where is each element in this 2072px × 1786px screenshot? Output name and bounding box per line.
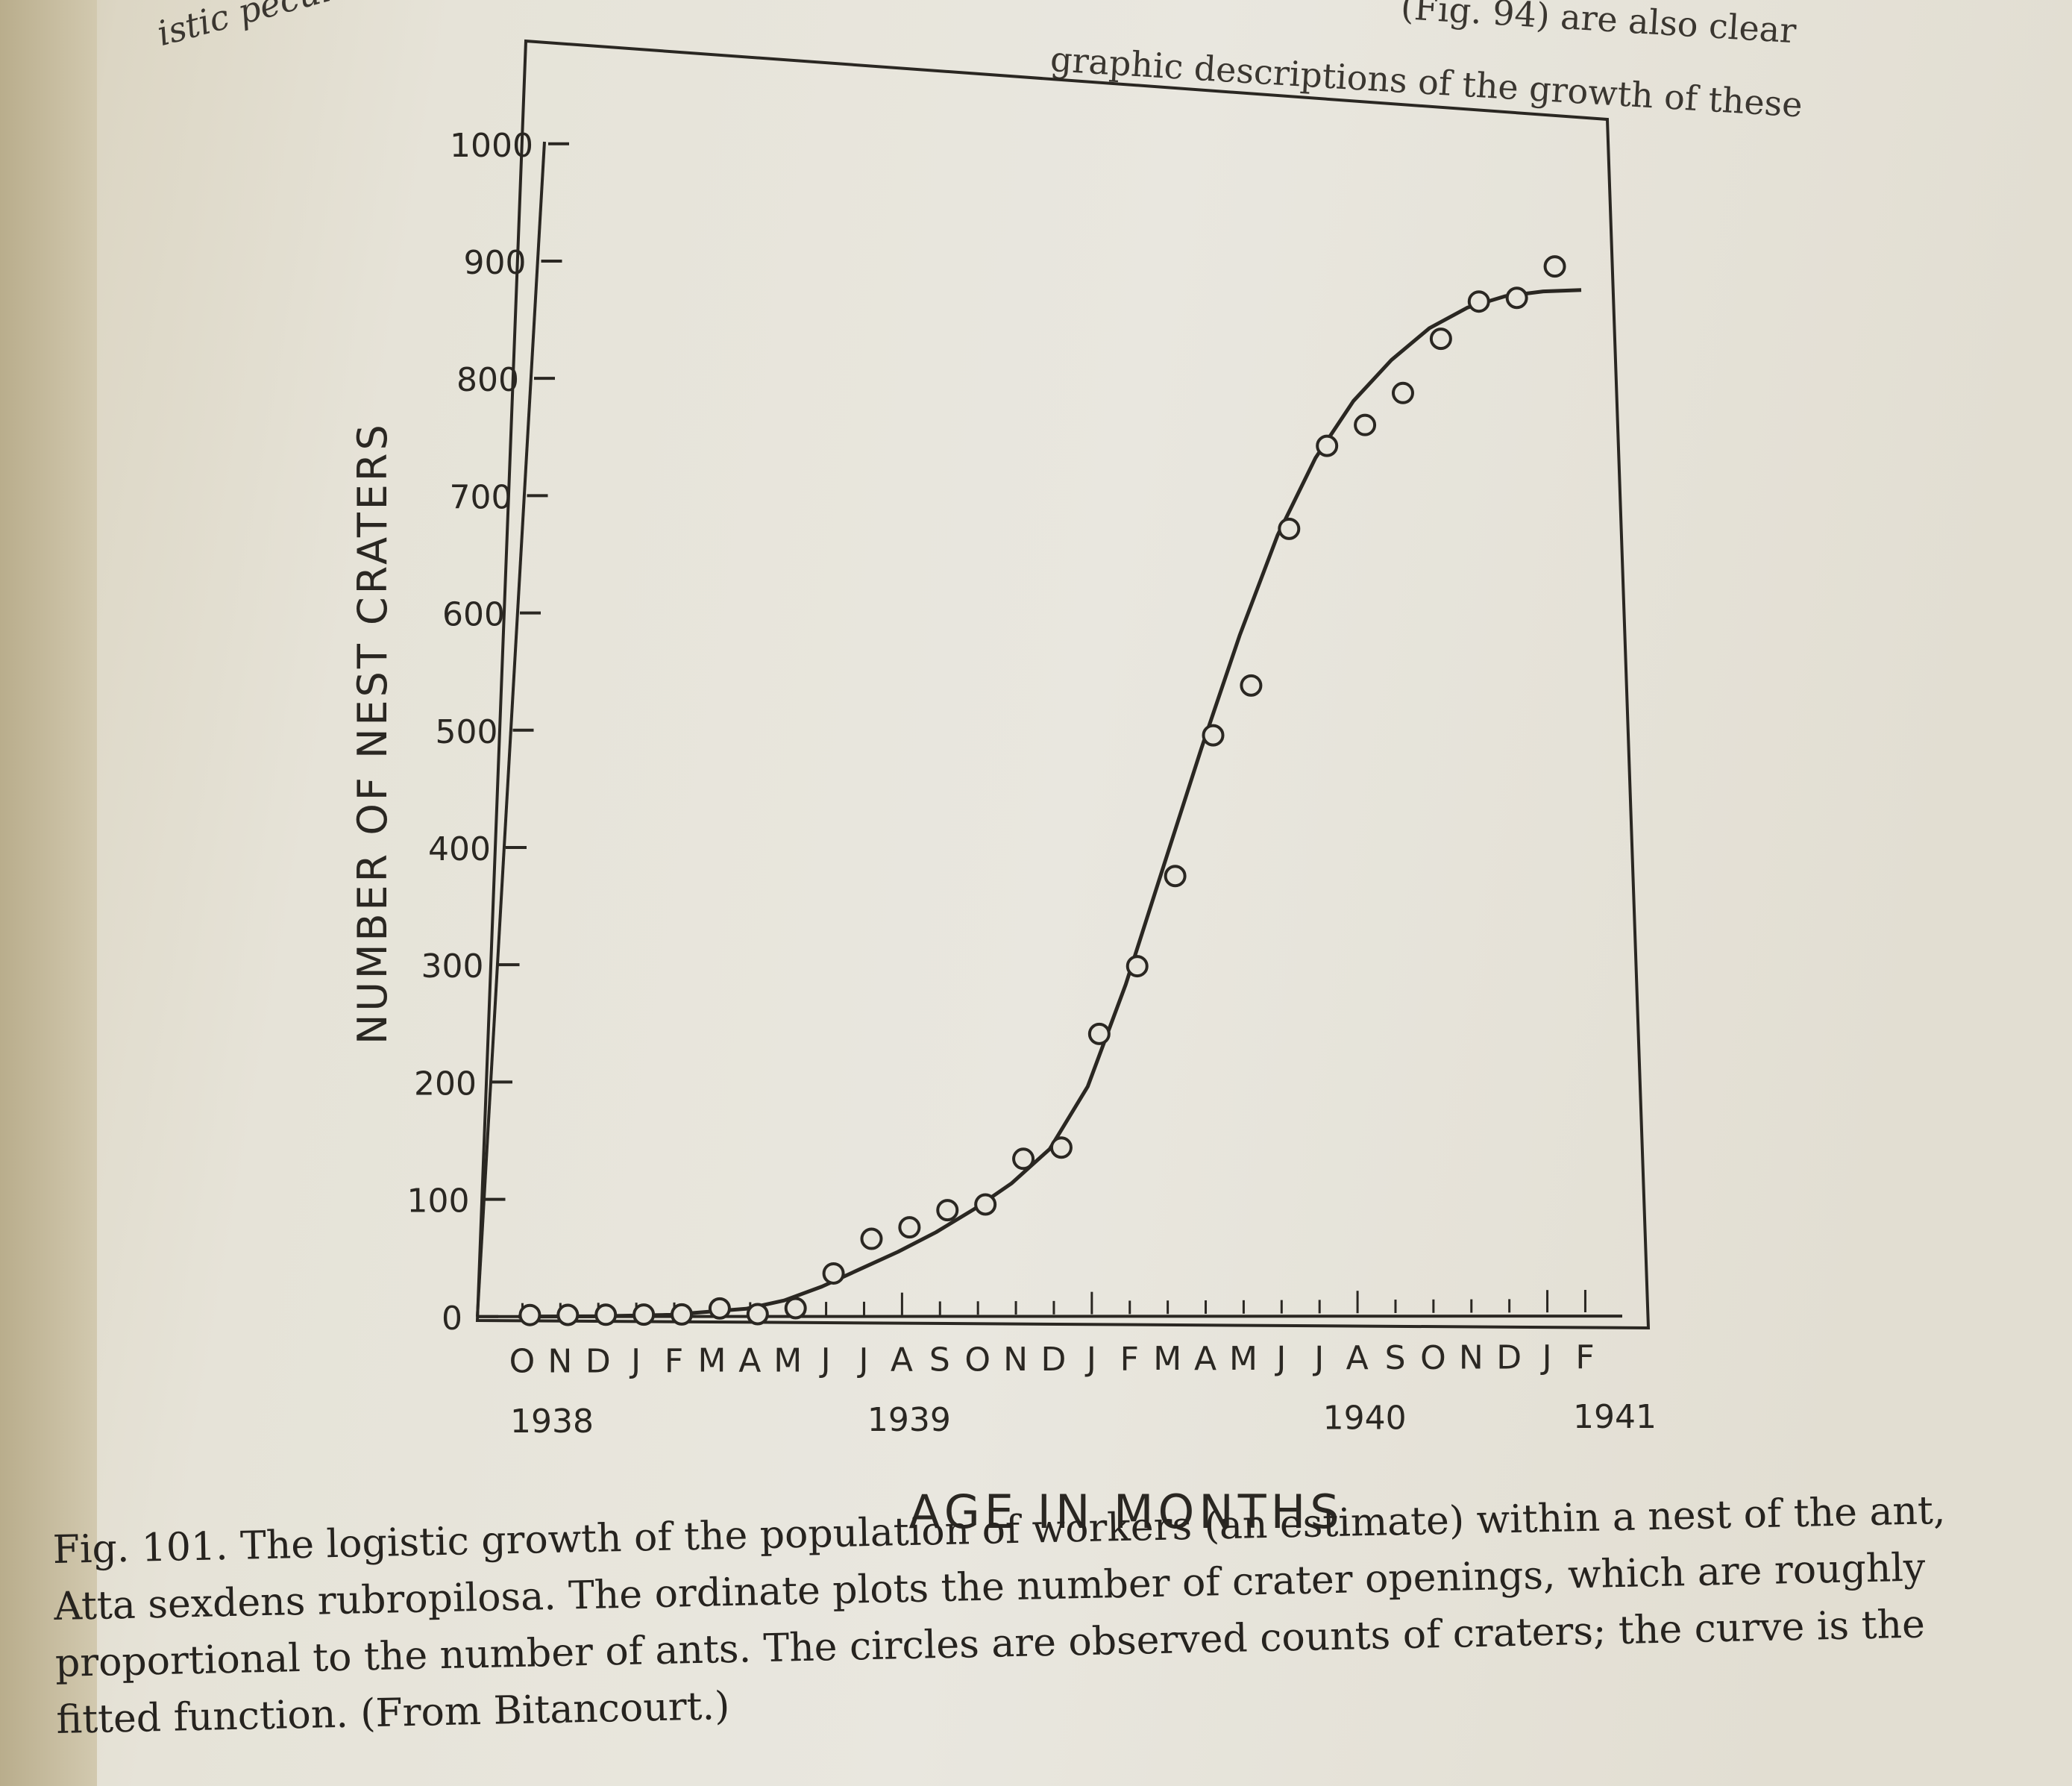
x-tick-label-22: A bbox=[1346, 1339, 1369, 1377]
observed-point-9 bbox=[860, 1227, 883, 1250]
observed-point-2 bbox=[594, 1303, 618, 1326]
fitted-curve-layer bbox=[518, 288, 1582, 1319]
observed-point-10 bbox=[898, 1216, 921, 1239]
observed-point-22 bbox=[1354, 413, 1377, 436]
x-tick-label-27: J bbox=[1540, 1338, 1552, 1376]
x-tick-label-0: O bbox=[509, 1343, 536, 1381]
x-tick-label-3: J bbox=[629, 1342, 641, 1380]
x-tick-label-18: A bbox=[1194, 1340, 1216, 1378]
x-axis-label: AGE IN MONTHS bbox=[908, 1485, 1343, 1539]
y-tick-label-100: 100 bbox=[407, 1182, 470, 1221]
x-tick-label-20: J bbox=[1274, 1340, 1286, 1378]
observed-point-16 bbox=[1126, 955, 1149, 978]
observed-point-11 bbox=[936, 1199, 959, 1222]
observed-point-4 bbox=[671, 1303, 694, 1326]
observed-point-0 bbox=[518, 1303, 541, 1326]
y-tick-label-400: 400 bbox=[428, 830, 491, 868]
observed-point-18 bbox=[1202, 724, 1225, 747]
x-tick-label-15: J bbox=[1084, 1341, 1096, 1379]
y-tick-label-700: 700 bbox=[450, 478, 512, 516]
y-tick-label-600: 600 bbox=[442, 596, 505, 634]
observed-point-7 bbox=[784, 1297, 807, 1320]
figure-caption: Fig. 101. The logistic growth of the pop… bbox=[52, 1488, 1946, 1743]
x-tick-label-6: A bbox=[738, 1341, 761, 1379]
observed-point-27 bbox=[1543, 255, 1566, 278]
observed-point-8 bbox=[822, 1262, 845, 1285]
observed-point-24 bbox=[1429, 328, 1452, 351]
x-tick-label-21: J bbox=[1312, 1339, 1324, 1377]
observed-point-6 bbox=[746, 1303, 769, 1326]
x-tick-label-5: M bbox=[697, 1342, 726, 1380]
observed-point-20 bbox=[1278, 517, 1301, 540]
x-tick-label-2: D bbox=[586, 1342, 611, 1380]
x-tick-label-23: S bbox=[1385, 1339, 1406, 1377]
x-tick-label-19: M bbox=[1229, 1340, 1258, 1378]
year-label-1940: 1940 bbox=[1323, 1399, 1407, 1437]
year-label-1938: 1938 bbox=[510, 1403, 594, 1441]
y-tick-label-800: 800 bbox=[456, 361, 519, 399]
y-axis-line bbox=[476, 141, 546, 1317]
year-label-1939: 1939 bbox=[867, 1401, 951, 1439]
book-gutter bbox=[0, 0, 97, 1786]
x-tick-label-24: O bbox=[1420, 1339, 1446, 1377]
x-tick-label-25: N bbox=[1459, 1339, 1484, 1377]
x-tick-label-16: F bbox=[1120, 1340, 1139, 1378]
x-tick-label-17: M bbox=[1153, 1340, 1181, 1378]
observed-point-1 bbox=[556, 1303, 580, 1326]
y-tick-label-300: 300 bbox=[421, 947, 484, 986]
y-axis-label: NUMBER OF NEST CRATERS bbox=[349, 422, 396, 1044]
y-tick-label-900: 900 bbox=[464, 244, 527, 282]
x-tick-label-10: A bbox=[891, 1341, 913, 1379]
fitted-curve bbox=[518, 288, 1582, 1319]
x-tick-label-8: J bbox=[819, 1341, 831, 1379]
observed-point-13 bbox=[1012, 1147, 1035, 1171]
x-tick-label-11: S bbox=[929, 1341, 950, 1379]
figure-frame bbox=[475, 39, 1651, 1330]
tick-marks bbox=[477, 142, 1586, 1318]
x-tick-label-14: D bbox=[1041, 1341, 1067, 1379]
x-tick-label-7: M bbox=[773, 1341, 802, 1379]
observed-points-layer bbox=[518, 255, 1566, 1326]
observed-point-21 bbox=[1316, 434, 1339, 457]
x-tick-label-9: J bbox=[857, 1341, 869, 1379]
observed-point-12 bbox=[974, 1193, 997, 1216]
observed-point-26 bbox=[1505, 286, 1528, 310]
observed-point-3 bbox=[632, 1303, 656, 1326]
x-tick-label-26: D bbox=[1496, 1338, 1522, 1376]
y-tick-label-500: 500 bbox=[436, 713, 498, 751]
y-tick-label-1000: 1000 bbox=[450, 127, 533, 165]
y-tick-label-0: 0 bbox=[442, 1300, 462, 1338]
x-tick-label-28: F bbox=[1575, 1338, 1594, 1376]
y-tick-label-200: 200 bbox=[414, 1065, 477, 1103]
x-tick-label-1: N bbox=[547, 1342, 572, 1380]
x-tick-label-12: O bbox=[964, 1341, 991, 1379]
observed-point-25 bbox=[1467, 290, 1490, 313]
observed-point-23 bbox=[1391, 381, 1414, 404]
observed-point-15 bbox=[1087, 1022, 1111, 1045]
observed-point-19 bbox=[1240, 674, 1263, 697]
x-tick-label-4: F bbox=[665, 1342, 683, 1380]
observed-point-5 bbox=[708, 1297, 731, 1320]
observed-point-14 bbox=[1049, 1136, 1073, 1159]
x-tick-label-13: N bbox=[1003, 1341, 1028, 1379]
year-label-1941: 1941 bbox=[1573, 1398, 1657, 1436]
observed-point-17 bbox=[1164, 865, 1187, 888]
